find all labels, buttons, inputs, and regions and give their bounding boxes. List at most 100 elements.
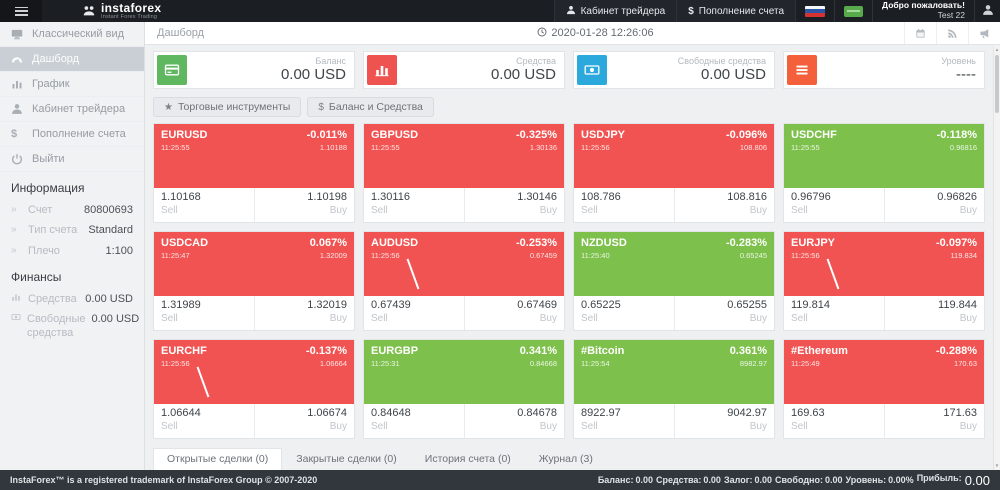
- sell-button[interactable]: 1.30116 Sell: [364, 188, 464, 222]
- sell-button[interactable]: 0.96796 Sell: [784, 188, 884, 222]
- user-avatar-button[interactable]: [974, 0, 1000, 22]
- tile-header[interactable]: USDCHF 11:25:55 -0.118% 0.96816: [784, 124, 984, 188]
- buy-button[interactable]: 9042.97 Buy: [673, 404, 775, 438]
- payment-method-button[interactable]: [834, 0, 872, 22]
- buy-button[interactable]: 0.84678 Buy: [463, 404, 565, 438]
- buy-button[interactable]: 1.06674 Buy: [253, 404, 355, 438]
- sell-button[interactable]: 169.63 Sell: [784, 404, 884, 438]
- menu-toggle-button[interactable]: [0, 0, 42, 22]
- buy-label: Buy: [539, 420, 557, 432]
- tile-header[interactable]: EURCHF 11:25:56 -0.137% 1.06664: [154, 340, 354, 404]
- trading-instruments-button[interactable]: ★ Торговые инструменты: [153, 97, 302, 117]
- buy-button[interactable]: 1.30146 Buy: [463, 188, 565, 222]
- card-label: Уровень: [941, 55, 976, 66]
- buy-button[interactable]: 108.816 Buy: [673, 188, 775, 222]
- instaforex-logo[interactable]: instaforex Instant Forex Trading: [82, 0, 161, 22]
- header-button-label: Пополнение счета: [698, 5, 785, 17]
- vertical-scrollbar[interactable]: ▲ ▼: [993, 46, 1000, 470]
- header-trader-cabinet-button[interactable]: Кабинет трейдера: [553, 0, 677, 22]
- user-icon: [982, 4, 994, 19]
- topbar-actions: [904, 22, 1000, 44]
- sell-button[interactable]: 119.814 Sell: [784, 296, 884, 330]
- info-row-account-type: » Тип счета Standard: [0, 220, 144, 240]
- tab-journal[interactable]: Журнал (3): [525, 448, 607, 470]
- sell-label: Sell: [581, 420, 598, 432]
- card-value: 0.00 USD: [700, 66, 766, 84]
- buy-button[interactable]: 1.10198 Buy: [253, 188, 355, 222]
- buy-button[interactable]: 1.32019 Buy: [253, 296, 355, 330]
- tile-usdjpy: USDJPY 11:25:56 -0.096% 108.806 108.786 Sel…: [573, 123, 775, 223]
- tab-label: Открытые сделки (0): [167, 453, 269, 465]
- tile-header[interactable]: NZDUSD 11:25:40 -0.283% 0.65245: [574, 232, 774, 296]
- instrument-time: 11:25:56: [371, 251, 400, 261]
- buy-button[interactable]: 0.67469 Buy: [463, 296, 565, 330]
- tile-header[interactable]: GBPUSD 11:25:55 -0.325% 1.30136: [364, 124, 564, 188]
- instrument-change-pct: -0.118%: [936, 129, 977, 141]
- header-deposit-button[interactable]: $ Пополнение счета: [676, 0, 796, 22]
- sell-price: 119.814: [791, 299, 830, 311]
- sell-button[interactable]: 1.10168 Sell: [154, 188, 254, 222]
- instrument-change-pct: 0.067%: [309, 237, 347, 249]
- breadcrumb-bar: Дашборд 2020-01-28 12:26:06: [145, 22, 1000, 45]
- buy-button[interactable]: 0.96826 Buy: [883, 188, 985, 222]
- tab-account-history[interactable]: История счета (0): [411, 448, 525, 470]
- sidebar-item-classic-view[interactable]: Классический вид: [0, 22, 144, 47]
- sidebar-item-label: Классический вид: [32, 28, 125, 40]
- instrument-time: 11:25:56: [791, 251, 820, 261]
- sell-button[interactable]: 0.84648 Sell: [364, 404, 464, 438]
- scroll-down-arrow[interactable]: ▼: [994, 463, 1000, 468]
- tile-header[interactable]: #Bitcoin 11:25:54 0.361% 8982.97: [574, 340, 774, 404]
- summary-card-level: Уровень ----: [783, 51, 985, 89]
- calendar-icon[interactable]: [904, 22, 936, 44]
- tab-closed-trades[interactable]: Закрытые сделки (0): [282, 448, 410, 470]
- sidebar-item-trader-cabinet[interactable]: Кабинет трейдера: [0, 97, 144, 122]
- tile-prices: 119.814 Sell 119.844 Buy: [784, 296, 984, 330]
- sell-button[interactable]: 1.31989 Sell: [154, 296, 254, 330]
- sidebar-item-deposit[interactable]: $ Пополнение счета: [0, 122, 144, 147]
- instrument-change-pct: 0.341%: [519, 345, 557, 357]
- tile-header[interactable]: USDCAD 11:25:47 0.067% 1.32009: [154, 232, 354, 296]
- language-selector[interactable]: [795, 0, 834, 22]
- sidebar-item-logout[interactable]: Выйти: [0, 147, 144, 172]
- megaphone-icon[interactable]: [968, 22, 1000, 44]
- buy-button[interactable]: 171.63 Buy: [883, 404, 985, 438]
- welcome-line: Добро пожаловать!: [882, 0, 965, 11]
- tile-header[interactable]: EURUSD 11:25:55 -0.011% 1.10188: [154, 124, 354, 188]
- sell-button[interactable]: 1.06644 Sell: [154, 404, 254, 438]
- card-value: 0.00 USD: [490, 66, 556, 84]
- rss-icon[interactable]: [936, 22, 968, 44]
- tab-open-trades[interactable]: Открытые сделки (0): [153, 448, 283, 470]
- tile-header[interactable]: EURJPY 11:25:56 -0.097% 119.834: [784, 232, 984, 296]
- tab-label: Закрытые сделки (0): [296, 453, 397, 465]
- breadcrumb: Дашборд: [157, 27, 205, 39]
- sell-label: Sell: [581, 204, 598, 216]
- sidebar-item-chart[interactable]: График: [0, 72, 144, 97]
- info-value: 80800693: [84, 204, 133, 216]
- balance-and-equity-button[interactable]: $ Баланс и Средства: [307, 97, 434, 117]
- hamburger-icon: [14, 6, 28, 16]
- tab-label: Журнал (3): [538, 453, 593, 465]
- buy-price: 119.844: [938, 299, 977, 311]
- sell-button[interactable]: 0.67439 Sell: [364, 296, 464, 330]
- tile-usdcad: USDCAD 11:25:47 0.067% 1.32009 1.31989 Sell…: [153, 231, 355, 331]
- instrument-last-price: 1.06664: [319, 359, 347, 369]
- tile-header[interactable]: AUDUSD 11:25:56 -0.253% 0.67459: [364, 232, 564, 296]
- buy-button[interactable]: 0.65255 Buy: [673, 296, 775, 330]
- tile-header[interactable]: EURGBP 11:25:31 0.341% 0.84668: [364, 340, 564, 404]
- scrollbar-thumb[interactable]: [995, 55, 999, 113]
- banknote-icon: [577, 55, 607, 85]
- tile-prices: 1.31989 Sell 1.32019 Buy: [154, 296, 354, 330]
- tile-header[interactable]: USDJPY 11:25:56 -0.096% 108.806: [574, 124, 774, 188]
- sidebar-item-dashboard[interactable]: Дашборд: [0, 47, 144, 72]
- tile-header[interactable]: #Ethereum 11:25:49 -0.288% 170.63: [784, 340, 984, 404]
- dashboard-content: Баланс 0.00 USD Средства 0.00 USD: [145, 45, 1000, 470]
- sell-button[interactable]: 8922.97 Sell: [574, 404, 674, 438]
- scroll-up-arrow[interactable]: ▲: [994, 47, 1000, 52]
- instrument-last-price: 119.834: [950, 251, 977, 261]
- credit-card-icon: [157, 55, 187, 85]
- buy-button[interactable]: 119.844 Buy: [883, 296, 985, 330]
- sell-button[interactable]: 0.65225 Sell: [574, 296, 674, 330]
- filter-buttons: ★ Торговые инструменты $ Баланс и Средст…: [153, 97, 985, 117]
- sell-button[interactable]: 108.786 Sell: [574, 188, 674, 222]
- gauge-icon: [11, 53, 23, 65]
